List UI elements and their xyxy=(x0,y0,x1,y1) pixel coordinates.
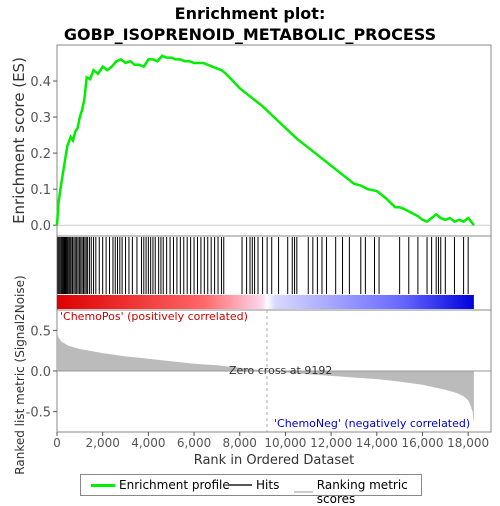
es-ytick-label: 0.1 xyxy=(30,183,51,198)
es-ytick-label: 0.4 xyxy=(30,75,51,90)
positive-correlation-label: 'ChemoPos' (positively correlated) xyxy=(60,310,248,323)
legend-item-hits: Hits xyxy=(228,478,279,492)
metric-xtick-label: 6,000 xyxy=(177,436,211,450)
metric-xlabel: Rank in Ordered Dataset xyxy=(194,453,355,468)
legend-label-enrichment-profile: Enrichment profile xyxy=(119,478,230,492)
metric-xtick-label: 14,000 xyxy=(356,436,398,450)
ranking-metric-area xyxy=(57,330,474,424)
metric-xtick-label: 18,000 xyxy=(447,436,489,450)
es-panel-frame xyxy=(56,44,492,237)
metric-xtick-label: 4,000 xyxy=(131,436,165,450)
legend-swatch-ranking-metric-scores xyxy=(294,491,313,493)
negative-correlation-label: 'ChemoNeg' (negatively correlated) xyxy=(274,417,470,430)
metric-ylabel: Ranked list metric (Signal2Noise) xyxy=(13,275,27,474)
legend: Enrichment profile Hits Ranking metric s… xyxy=(80,474,422,506)
legend-swatch-enrichment-profile xyxy=(91,483,115,487)
metric-xtick-label: 0 xyxy=(53,436,61,450)
metric-ytick-label: 0.0 xyxy=(30,365,51,380)
metric-xtick-label: 12,000 xyxy=(310,436,352,450)
chart-title: Enrichment plot: GOBP_ISOPRENOID_METABOL… xyxy=(0,3,500,45)
es-ytick-label: 0.3 xyxy=(30,111,51,126)
metric-ytick-label: -0.5 xyxy=(26,406,51,421)
metric-ytick-label: 0.5 xyxy=(30,324,51,339)
es-ylabel: Enrichment score (ES) xyxy=(10,57,28,224)
chart-title-line2: GOBP_ISOPRENOID_METABOLIC_PROCESS xyxy=(63,25,437,44)
legend-label-ranking-metric-scores: Ranking metric scores xyxy=(316,478,408,506)
legend-swatch-hits xyxy=(228,484,252,486)
enrichment-profile-line xyxy=(55,54,475,226)
legend-label-hits: Hits xyxy=(256,478,280,492)
metric-xtick-label: 10,000 xyxy=(264,436,306,450)
rank-color-bar xyxy=(57,295,474,309)
legend-item-enrichment-profile: Enrichment profile xyxy=(91,478,230,492)
es-ytick-label: 0.2 xyxy=(30,147,51,162)
metric-xtick-label: 8,000 xyxy=(223,436,257,450)
es-ytick-label: 0.0 xyxy=(30,219,51,234)
legend-item-ranking-metric-scores: Ranking metric scores xyxy=(294,478,421,506)
zero-cross-label: Zero cross at 9192 xyxy=(229,364,332,377)
chart-title-line1: Enrichment plot: xyxy=(174,4,326,23)
metric-xtick-label: 2,000 xyxy=(86,436,120,450)
metric-xtick-label: 16,000 xyxy=(401,436,443,450)
